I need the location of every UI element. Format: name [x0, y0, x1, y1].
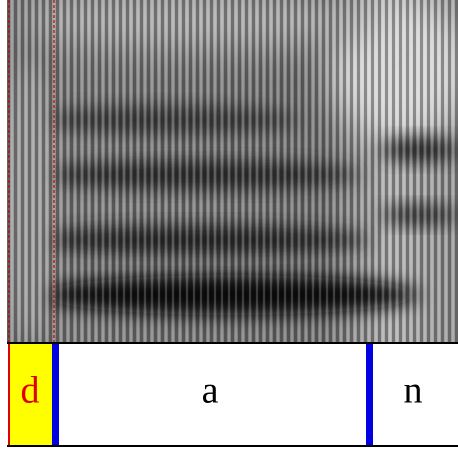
segment-label[interactable]: n: [404, 370, 423, 412]
segment-label[interactable]: d: [21, 370, 40, 412]
spectrogram: [7, 0, 458, 342]
annotation-tier: d a n: [7, 342, 458, 447]
boundary: [52, 344, 59, 445]
selected-segment: [9, 344, 52, 445]
segment-label[interactable]: a: [202, 370, 219, 412]
boundary: [366, 344, 373, 445]
